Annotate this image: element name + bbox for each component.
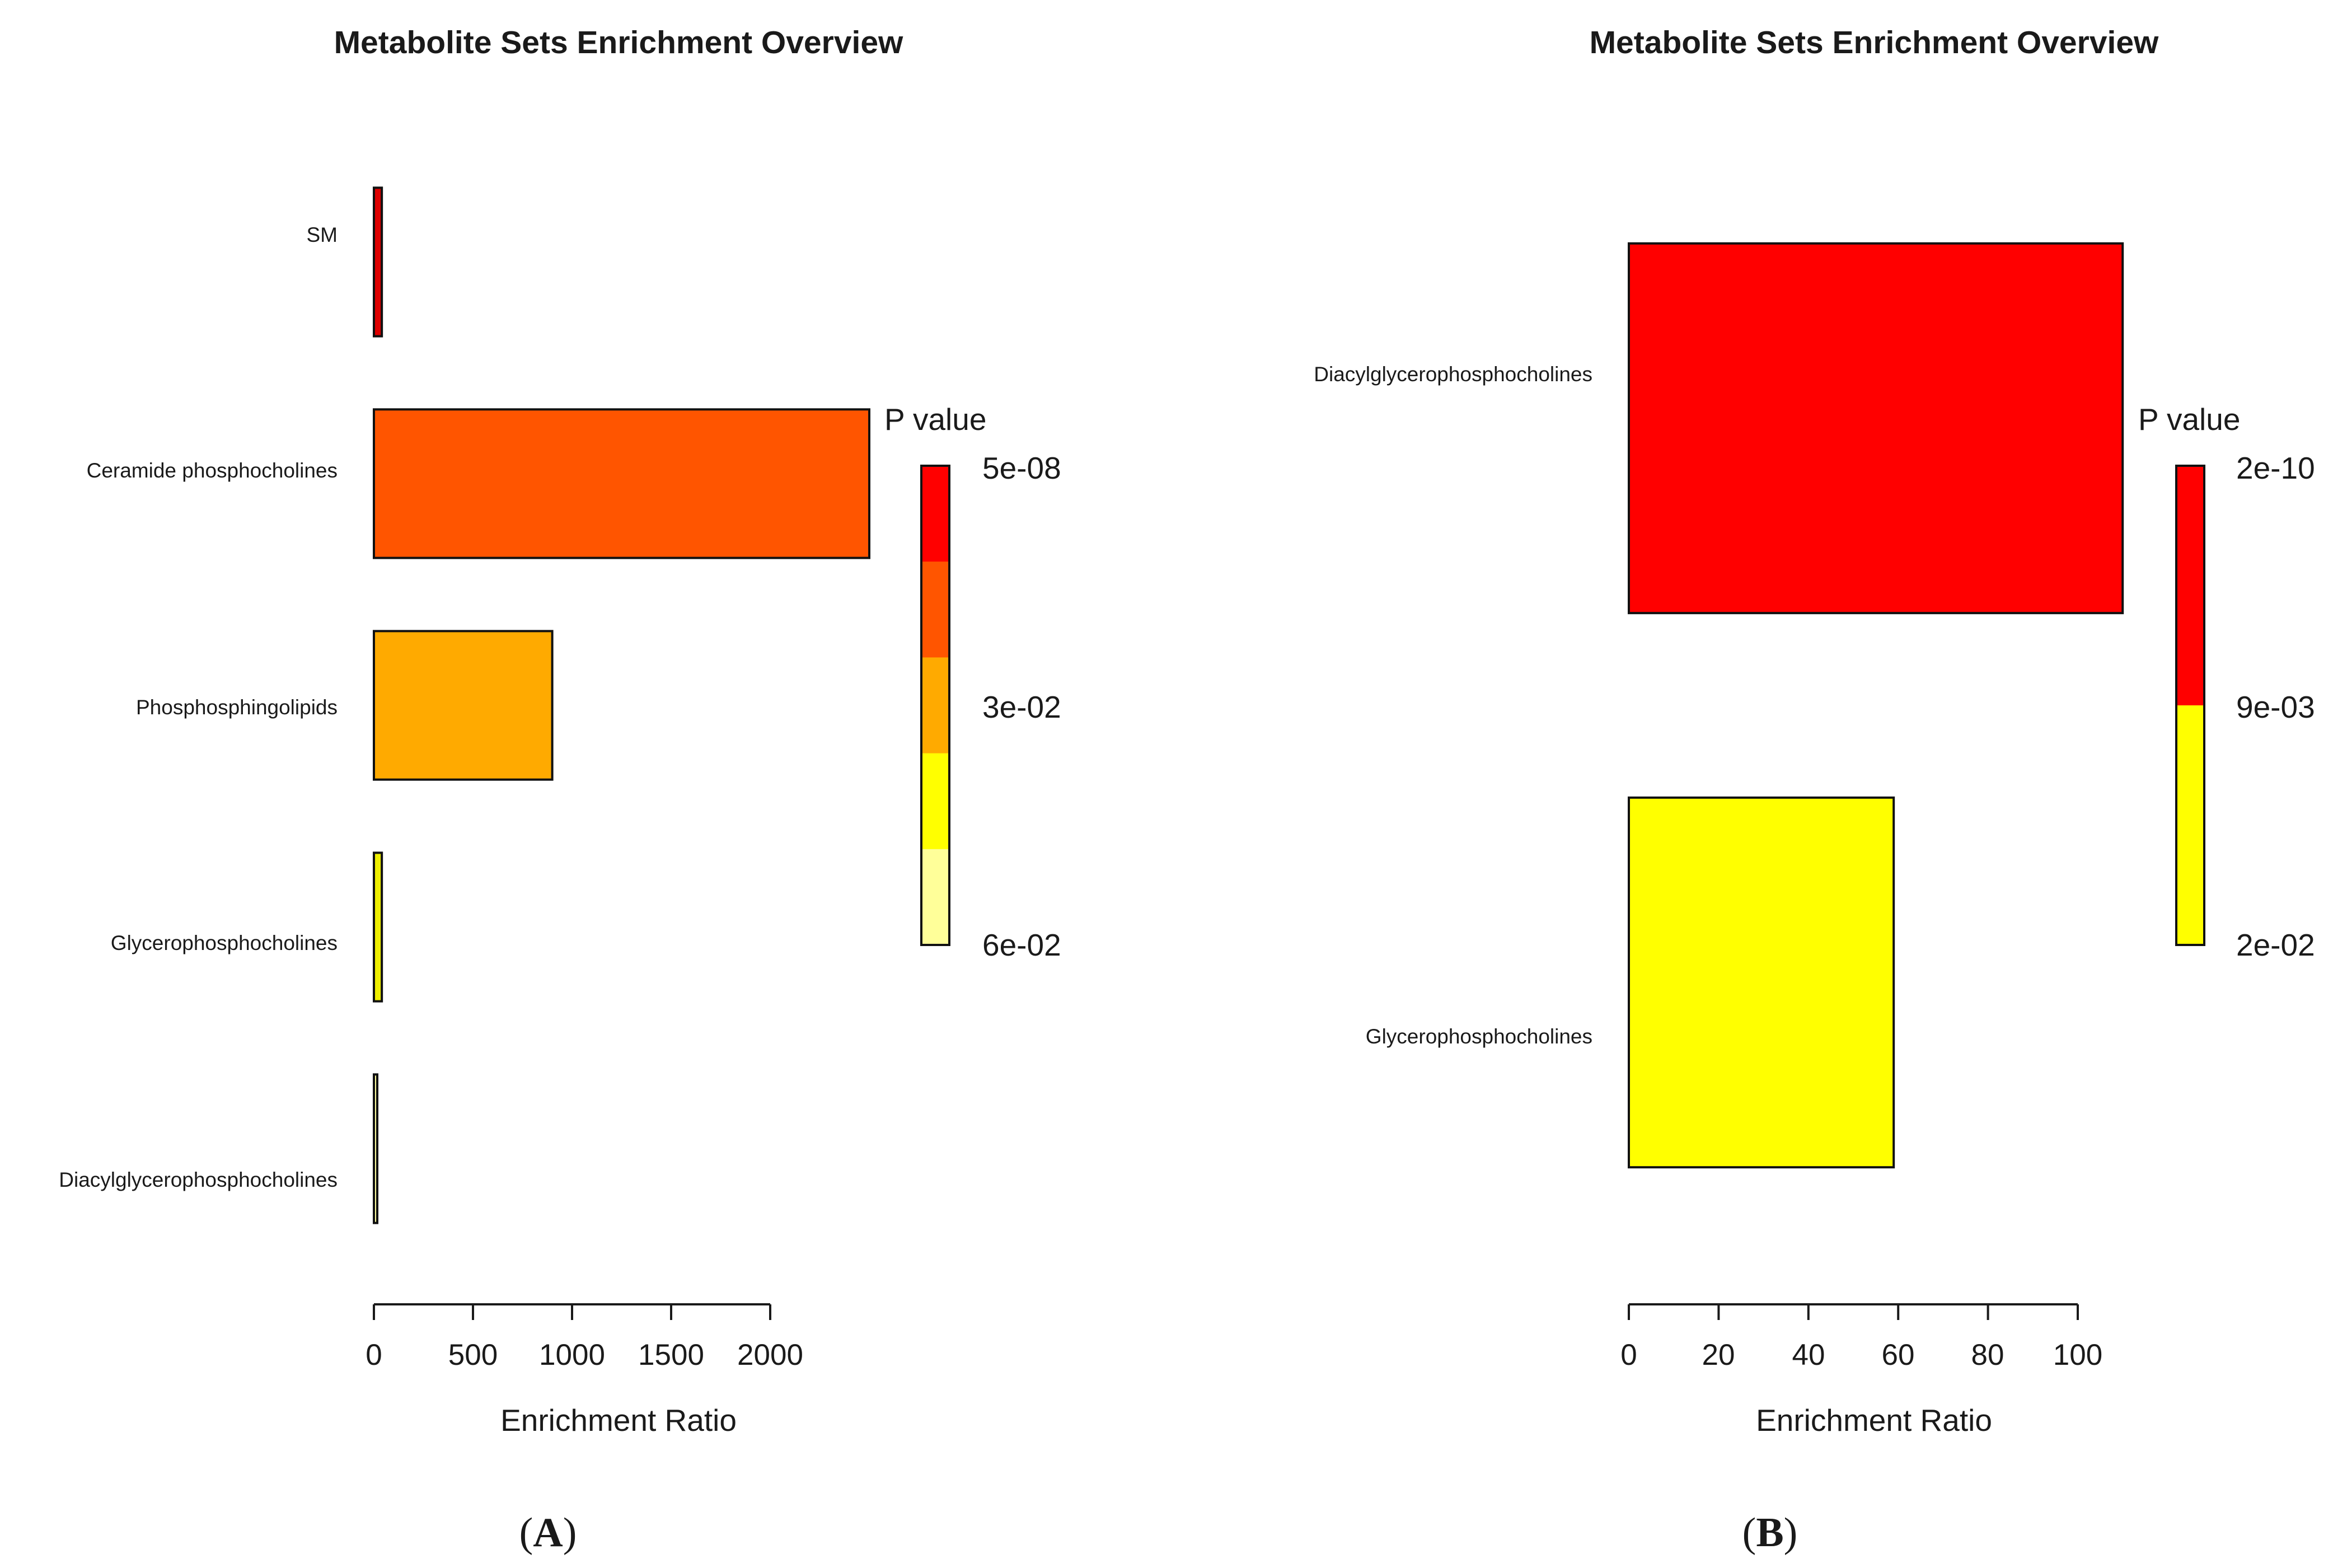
chart-b-x-tick-label: 40	[1792, 1338, 1825, 1372]
chart-a-bar	[373, 1073, 378, 1224]
chart-a-bar	[373, 630, 554, 781]
chart-a-category-label: Ceramide phosphocholines	[87, 459, 338, 482]
chart-a-category-label: Glycerophosphocholines	[111, 932, 338, 954]
chart-b-bars	[1628, 242, 2124, 1169]
chart-a-legend-label: 5e-08	[982, 451, 1061, 485]
chart-a-legend-label: 3e-02	[982, 690, 1061, 724]
chart-b-legend-swatch	[2176, 705, 2204, 946]
chart-a-bars	[373, 186, 870, 1224]
chart-a-legend-label: 6e-02	[982, 928, 1061, 962]
chart-a-legend-swatch	[921, 561, 949, 658]
chart-b-bar	[1628, 242, 2124, 615]
chart-b-legend-label: 2e-02	[2236, 928, 2315, 962]
panel-label-a-letter: A	[533, 1510, 563, 1556]
chart-b-legend-label: 2e-10	[2236, 451, 2315, 485]
chart-b-legend-title: P value	[2138, 402, 2240, 437]
chart-a-title: Metabolite Sets Enrichment Overview	[334, 25, 903, 60]
chart-b-category-label: Glycerophosphocholines	[1366, 1025, 1592, 1048]
chart-a-x-ticks	[373, 1304, 771, 1320]
chart-a-legend-colorbar	[920, 465, 950, 946]
chart-a-legend-swatch	[921, 466, 949, 562]
chart-a-legend-swatch	[921, 657, 949, 754]
chart-a-legend-swatch	[921, 849, 949, 946]
chart-b-x-ticks	[1628, 1304, 2079, 1320]
chart-b-x-tick-label: 60	[1882, 1338, 1915, 1372]
chart-b-x-tick-label: 0	[1620, 1338, 1637, 1372]
chart-a: Metabolite Sets Enrichment Overview SM C…	[59, 25, 1061, 1556]
chart-a-bar	[373, 186, 383, 338]
chart-b-x-tick-label: 20	[1702, 1338, 1735, 1372]
chart-a-bar	[373, 408, 870, 559]
chart-a-legend-swatch	[921, 753, 949, 850]
panel-label-b-open: (	[1742, 1510, 1756, 1556]
chart-a-bar	[373, 851, 383, 1003]
chart-a-category-label: Phosphosphingolipids	[136, 696, 338, 719]
chart-a-x-tick-label: 500	[448, 1338, 498, 1372]
chart-b-category-label: Diacylglycerophosphocholines	[1314, 363, 1592, 386]
chart-a-x-tick-label: 0	[366, 1338, 382, 1372]
chart-b-x-axis-label: Enrichment Ratio	[1756, 1403, 1992, 1438]
panel-label-b-close: )	[1784, 1510, 1798, 1556]
chart-b-bar	[1628, 796, 1895, 1169]
panel-label-b-letter: B	[1756, 1510, 1783, 1556]
chart-b-x-tick-label: 100	[2053, 1338, 2102, 1372]
chart-b-title: Metabolite Sets Enrichment Overview	[1590, 25, 2159, 60]
chart-a-legend-title: P value	[884, 402, 986, 437]
panel-label-a: (A)	[519, 1510, 577, 1556]
chart-a-x-tick-label: 1000	[539, 1338, 605, 1372]
chart-b-legend-border	[2175, 465, 2205, 946]
panel-label-a-close: )	[563, 1510, 577, 1556]
chart-b-legend-swatch	[2176, 466, 2204, 706]
chart-a-category-label: SM	[307, 223, 338, 246]
chart-a-x-tick-label: 1500	[638, 1338, 704, 1372]
chart-b-legend-label: 9e-03	[2236, 690, 2315, 724]
chart-b-x-tick-label: 80	[1971, 1338, 2004, 1372]
chart-a-x-tick-label: 2000	[737, 1338, 803, 1372]
chart-b-legend-colorbar	[2175, 465, 2205, 946]
chart-b: Metabolite Sets Enrichment Overview Diac…	[1314, 25, 2315, 1556]
panel-label-b: (B)	[1742, 1510, 1798, 1556]
chart-a-legend-border	[920, 465, 950, 946]
chart-a-x-axis-label: Enrichment Ratio	[500, 1403, 737, 1438]
chart-a-category-label: Diacylglycerophosphocholines	[59, 1168, 338, 1191]
panel-label-a-open: (	[519, 1510, 533, 1556]
